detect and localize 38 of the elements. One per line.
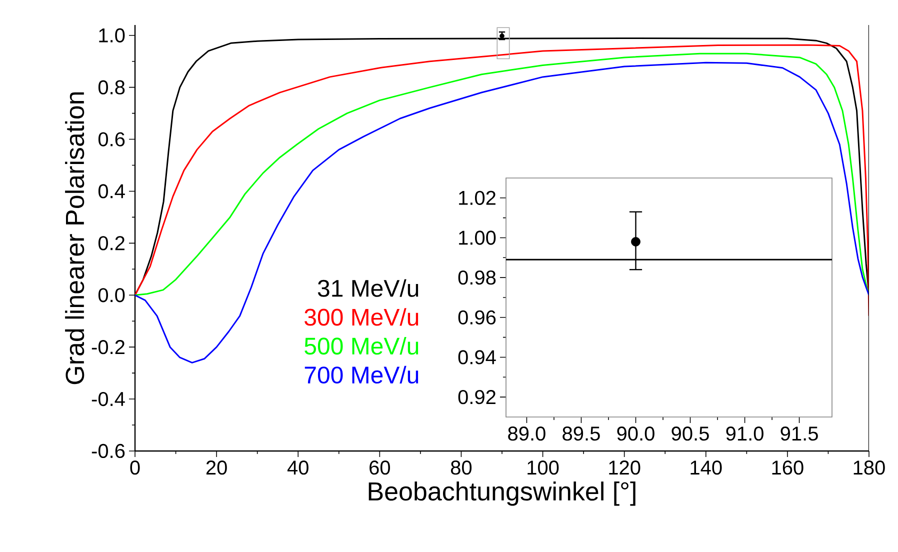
y-tick-label: 0.94: [458, 350, 496, 364]
y-tick-label: -0.6: [92, 444, 125, 458]
x-tick-label: 80: [450, 460, 472, 475]
x-tick-label: 89.5: [562, 426, 600, 441]
x-tick-label: 91.0: [726, 426, 764, 441]
x-tick-label: 180: [854, 460, 885, 475]
y-tick-label: 0.92: [458, 390, 496, 404]
y-tick-label: -0.4: [92, 392, 125, 406]
text: 500 MeV/u: [304, 337, 418, 355]
x-tick-label: 0: [130, 460, 140, 475]
y-tick-label: 0.96: [458, 310, 496, 324]
x-tick-label: 40: [287, 460, 308, 475]
y-axis-title: Grad linearer Polarisation: [65, 92, 84, 384]
text: 700 MeV/u: [304, 366, 418, 384]
y-tick-label: 0.98: [458, 270, 496, 285]
y-tick-label: 1.00: [459, 230, 496, 245]
x-tick-label: 20: [206, 460, 227, 475]
y-tick-label: 0.0: [98, 288, 125, 302]
x-tick-label: 90.5: [672, 426, 709, 441]
x-axis-title: Beobachtungswinkel [°]: [368, 482, 636, 506]
y-tick-label: 0.4: [98, 184, 125, 198]
text: 300 MeV/u: [304, 308, 418, 326]
y-tick-label: 0.2: [98, 236, 124, 250]
x-tick-label: 120: [609, 460, 640, 475]
x-tick-label: 60: [370, 460, 390, 475]
text: 31 MeV/u: [318, 279, 418, 297]
x-tick-label: 140: [690, 460, 722, 475]
y-tick-label: -0.2: [92, 340, 124, 354]
y-tick-label: 0.8: [98, 80, 125, 94]
y-tick-label: 0.6: [98, 132, 125, 146]
y-tick-label: 1.02: [459, 190, 496, 205]
x-tick-label: 91.5: [780, 426, 818, 441]
x-tick-label: 100: [528, 460, 559, 475]
x-tick-label: 89.0: [508, 426, 546, 441]
x-tick-label: 160: [772, 460, 804, 475]
line-series: [135, 62, 869, 364]
x-tick-label: 90.0: [617, 426, 654, 441]
y-tick-label: 1.0: [99, 28, 125, 42]
